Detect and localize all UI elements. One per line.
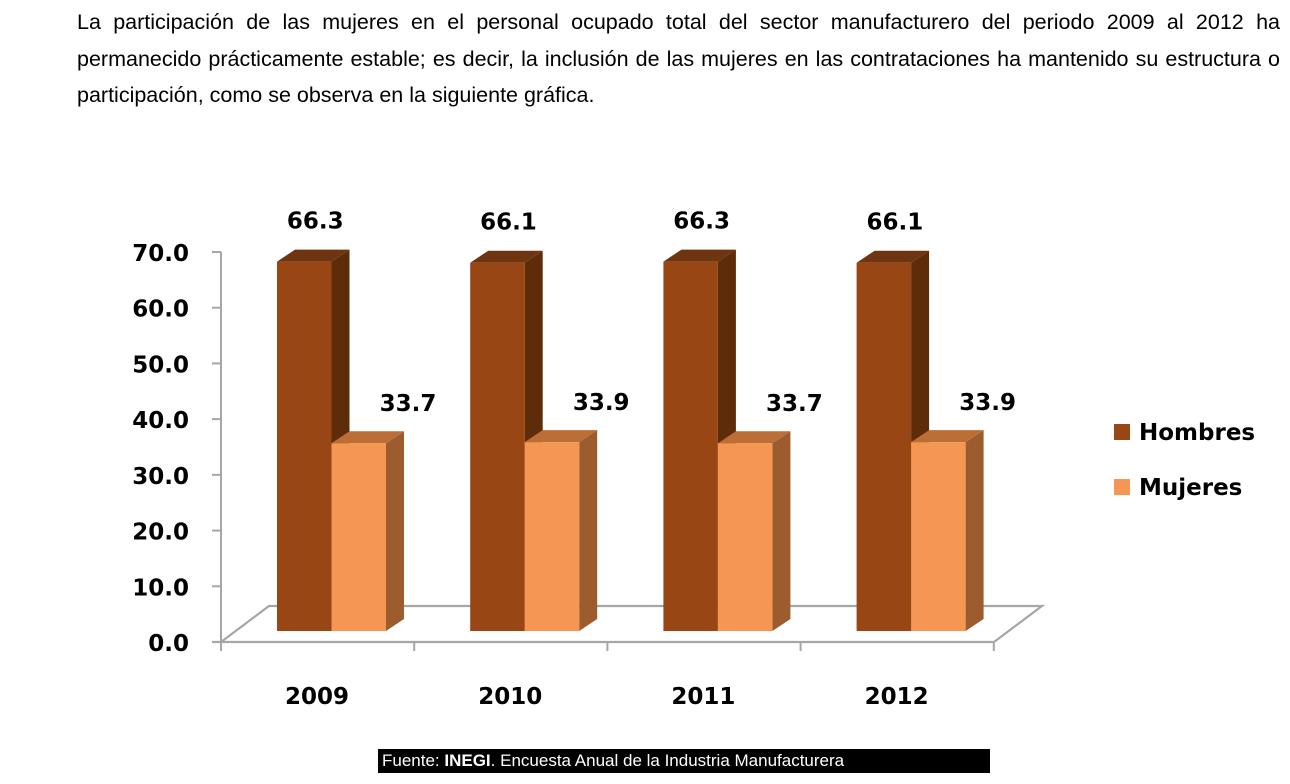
bar-mujeres-2009 [331, 431, 404, 631]
data-label: 33.9 [573, 390, 630, 416]
y-tick-label: 70.0 [132, 241, 189, 267]
x-category-label: 2010 [478, 684, 542, 710]
data-label: 66.3 [287, 209, 344, 235]
x-axis: 2009 2010 2011 2012 [213, 640, 995, 710]
source-org: INEGI [444, 751, 491, 770]
bar-mujeres-2011 [717, 431, 791, 631]
bar-top-face [911, 430, 984, 443]
bar-front-face [470, 262, 525, 631]
intro-paragraph: La participación de las mujeres en el pe… [77, 10, 1280, 107]
bar-front-face [911, 442, 966, 631]
bar-front-face [663, 261, 718, 631]
legend-swatch [1114, 424, 1130, 440]
x-category-label: 2011 [671, 684, 735, 710]
bar-side-face [579, 430, 598, 631]
y-tick-label: 40.0 [132, 408, 189, 434]
bar-top-face [663, 249, 736, 262]
bar-hombres-2010 [470, 250, 543, 631]
bar-front-face [524, 442, 580, 631]
bars [277, 249, 984, 631]
data-label: 66.3 [673, 209, 730, 235]
legend-swatch [1114, 479, 1130, 495]
bar-top-face [470, 250, 543, 263]
bar-top-face [717, 431, 791, 444]
y-tick-label: 30.0 [132, 464, 189, 490]
y-axis: 0.0 10.0 20.0 30.0 40.0 50.0 60.0 70.0 [132, 241, 222, 657]
bar-front-face [856, 262, 912, 631]
legend-label: Hombres [1139, 420, 1255, 446]
source-note: Fuente: INEGI. Encuesta Anual de la Indu… [378, 749, 990, 773]
legend: Hombres Mujeres [1114, 420, 1255, 501]
bar-top-face [856, 250, 930, 263]
data-label: 33.7 [380, 391, 437, 417]
bar-top-face [524, 430, 598, 443]
source-prefix: Fuente: [382, 751, 445, 770]
bar-side-face [772, 431, 791, 631]
bar-mujeres-2010 [524, 430, 598, 631]
bar-front-face [717, 443, 773, 631]
source-rest: . Encuesta Anual de la Industria Manufac… [490, 751, 845, 770]
x-category-label: 2012 [865, 684, 929, 710]
bar-side-face [965, 430, 984, 631]
bar-side-face [386, 431, 404, 631]
bar-top-face [277, 249, 350, 262]
data-labels: 66.3 33.7 66.1 33.9 66.3 33.7 66.1 33.9 [287, 209, 1016, 418]
chart-floor [220, 604, 1046, 643]
data-label: 66.1 [866, 210, 923, 236]
bar-chart-3d: 0.0 10.0 20.0 30.0 40.0 50.0 60.0 70.0 2009 2010… [132, 209, 1255, 710]
legend-label: Mujeres [1139, 475, 1242, 501]
data-label: 33.9 [959, 390, 1016, 416]
bar-top-face [331, 431, 404, 444]
y-tick-label: 0.0 [148, 631, 189, 657]
y-tick-label: 10.0 [132, 575, 189, 601]
y-tick-label: 20.0 [132, 520, 189, 546]
y-tick-label: 50.0 [132, 352, 189, 378]
floor-outline [220, 604, 1046, 643]
bar-mujeres-2012 [911, 430, 984, 631]
x-category-label: 2009 [285, 684, 349, 710]
bar-front-face [277, 261, 332, 631]
y-tick-label: 60.0 [132, 297, 189, 323]
data-label: 66.1 [480, 210, 537, 236]
data-label: 33.7 [766, 391, 823, 417]
bar-front-face [331, 443, 386, 631]
